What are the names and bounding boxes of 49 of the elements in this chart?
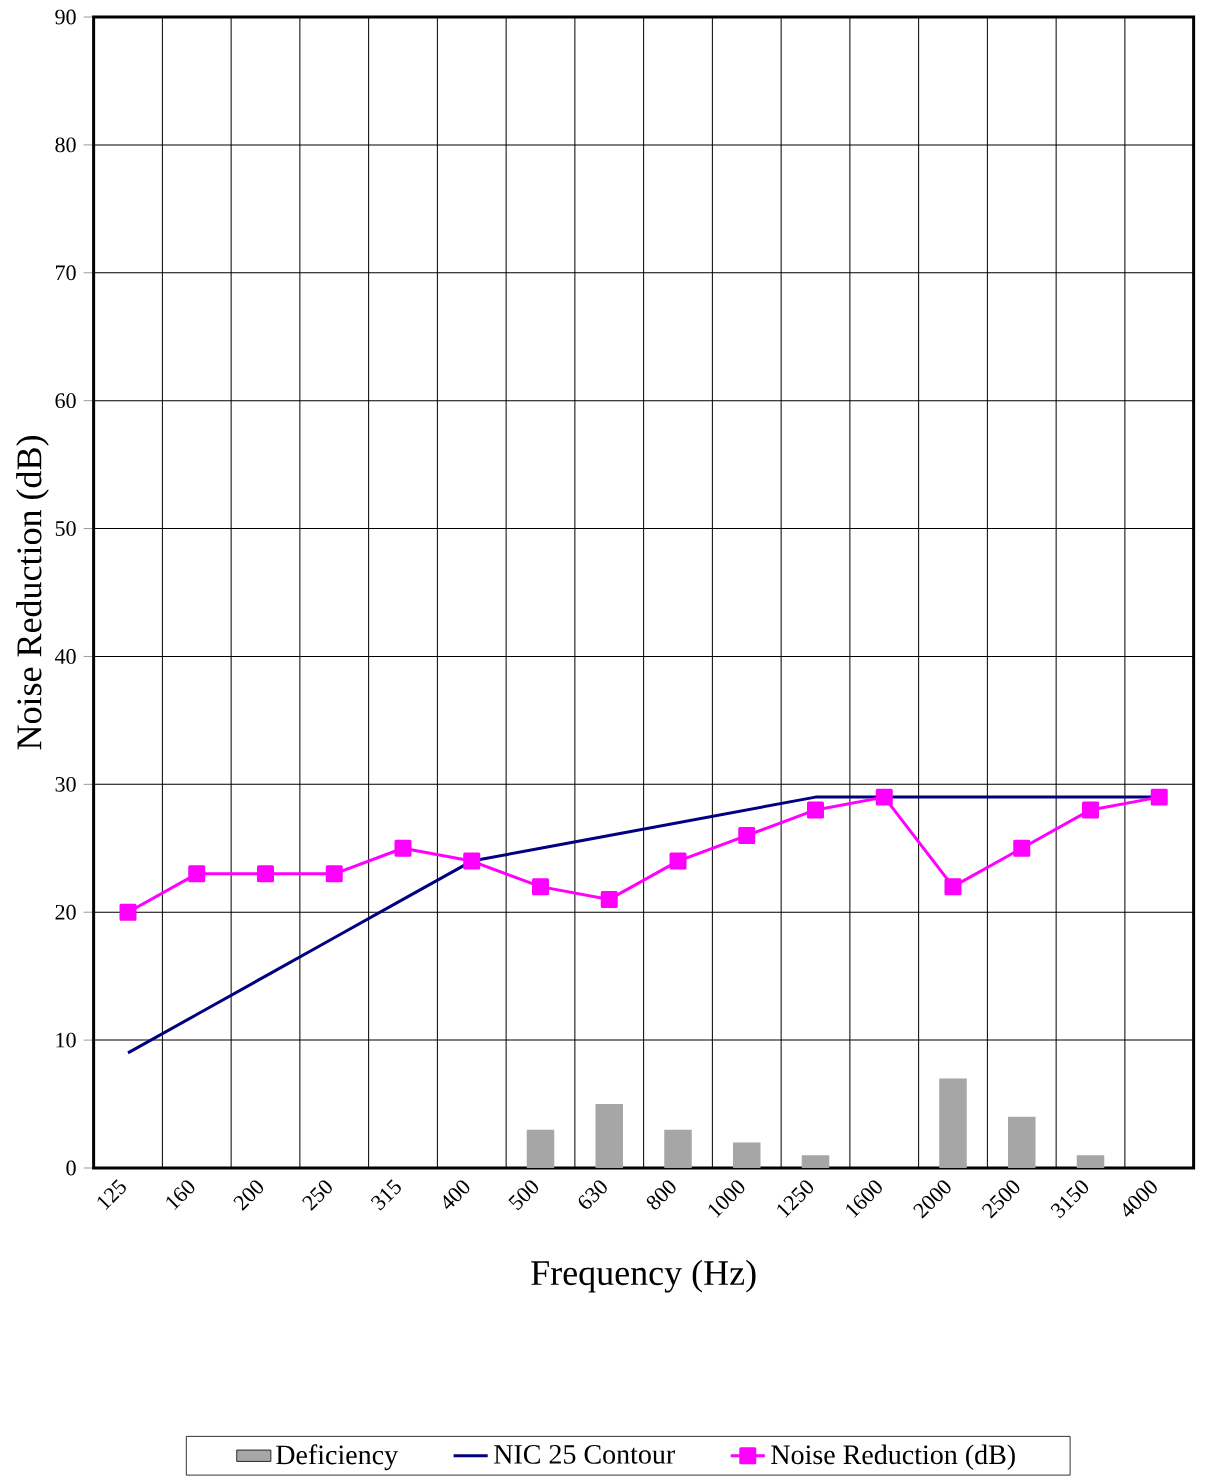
point — [463, 852, 481, 870]
bar — [595, 1104, 623, 1168]
point — [119, 903, 137, 921]
x-tick-label: 400 — [443, 1180, 470, 1209]
y-tick-label: 60 — [55, 393, 76, 409]
bar — [1076, 1155, 1105, 1168]
x-tick-label: 800 — [646, 1180, 676, 1210]
legend-label: Noise Reduction (dB) — [771, 1444, 1015, 1470]
point — [669, 852, 687, 870]
bar — [733, 1142, 761, 1168]
legend-label: NIC 25 Contour — [494, 1444, 675, 1464]
y-tick-label: 50 — [55, 521, 76, 536]
x-tick-label: 500 — [508, 1180, 539, 1211]
x-tick-label: 315 — [370, 1179, 401, 1211]
point — [257, 865, 274, 883]
point — [394, 839, 412, 857]
point — [325, 865, 343, 883]
x-tick-label: 250 — [302, 1180, 332, 1211]
x-tick-label: 160 — [166, 1180, 195, 1211]
legend-label: Deficiency — [276, 1444, 398, 1471]
point — [188, 865, 206, 883]
y-tick-label: 90 — [55, 9, 76, 25]
y-axis-title: Noise Reduction (dB) — [16, 436, 49, 750]
point — [875, 788, 893, 806]
x-axis-title: Frequency (Hz) — [531, 1259, 756, 1293]
point — [807, 801, 825, 819]
y-tick-label: 40 — [55, 649, 76, 664]
point — [944, 878, 962, 896]
bar — [801, 1155, 830, 1168]
bar — [526, 1129, 555, 1168]
x-tick-label: 200 — [233, 1180, 264, 1211]
bar — [939, 1078, 967, 1168]
y-tick-label: 10 — [56, 1032, 76, 1048]
x-tick-label: 4000 — [1123, 1180, 1157, 1217]
y-tick-label: 0 — [66, 1160, 76, 1176]
bar — [1008, 1116, 1036, 1168]
bar — [664, 1129, 692, 1168]
point — [738, 826, 756, 844]
x-tick-label: 630 — [578, 1180, 607, 1209]
x-tick-label: 125 — [97, 1179, 126, 1211]
y-tick-label: 30 — [55, 776, 76, 792]
y-tick-label: 70 — [56, 265, 76, 281]
point — [532, 878, 549, 896]
point — [600, 890, 618, 908]
y-tick-label: 20 — [55, 904, 76, 920]
point — [1082, 801, 1100, 819]
y-tick-label: 80 — [55, 137, 76, 153]
point — [1150, 788, 1168, 806]
point — [1013, 839, 1031, 857]
